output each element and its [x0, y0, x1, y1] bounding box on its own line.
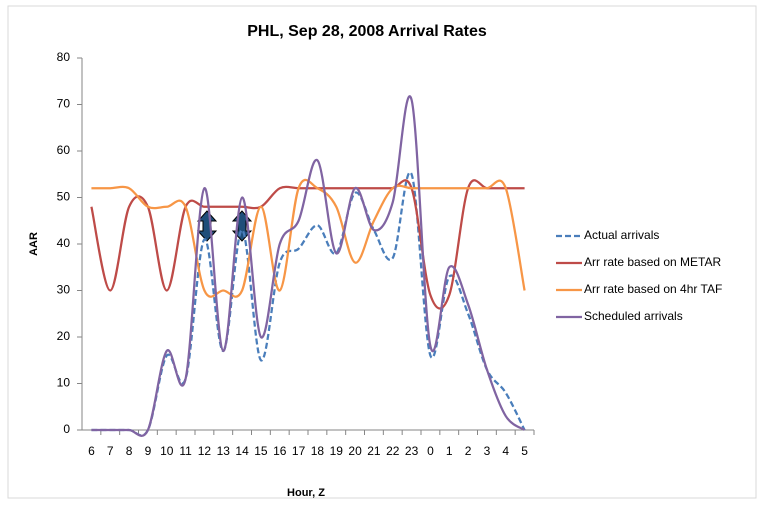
y-tick-label: 70: [57, 97, 71, 111]
y-tick-label: 10: [57, 376, 71, 390]
x-tick-label: 17: [292, 444, 306, 458]
x-tick-label: 22: [386, 444, 400, 458]
x-tick-label: 13: [217, 444, 231, 458]
chart-frame: [7, 5, 757, 499]
x-tick-label: 14: [235, 444, 249, 458]
x-tick-label: 6: [88, 444, 95, 458]
x-tick-label: 15: [254, 444, 268, 458]
series-line: [90, 179, 525, 310]
y-tick-label: 80: [57, 50, 71, 64]
y-tick-label: 20: [57, 329, 71, 343]
x-tick-label: 0: [427, 444, 434, 458]
x-tick-label: 7: [107, 444, 114, 458]
x-tick-label: 10: [160, 444, 174, 458]
legend-label: Scheduled arrivals: [584, 309, 683, 323]
x-tick-label: 1: [446, 444, 453, 458]
y-tick-label: 50: [57, 190, 71, 204]
x-tick-label: 9: [145, 444, 152, 458]
series-line: [91, 178, 526, 298]
x-tick-label: 2: [465, 444, 472, 458]
x-tick-label: 18: [311, 444, 325, 458]
y-tick-label: 60: [57, 143, 71, 157]
x-tick-label: 5: [521, 444, 528, 458]
chart-title: PHL, Sep 28, 2008 Arrival Rates: [247, 23, 487, 40]
series-line: [91, 95, 526, 437]
legend-label: Actual arrivals: [584, 228, 659, 242]
x-tick-label: 21: [367, 444, 381, 458]
legend-label: Arr rate based on METAR: [584, 255, 721, 269]
x-tick-label: 11: [179, 444, 192, 458]
y-tick-label: 0: [63, 422, 70, 436]
x-axis-title: Hour, Z: [287, 487, 325, 499]
y-tick-label: 40: [57, 236, 71, 250]
x-tick-label: 23: [405, 444, 419, 458]
legend-label: Arr rate based on 4hr TAF: [584, 282, 722, 296]
x-tick-label: 3: [484, 444, 491, 458]
x-tick-label: 8: [126, 444, 133, 458]
y-tick-label: 30: [57, 283, 71, 297]
x-tick-label: 4: [502, 444, 509, 458]
x-tick-label: 20: [348, 444, 362, 458]
x-tick-label: 19: [330, 444, 344, 458]
y-axis-title: AAR: [28, 232, 40, 256]
x-tick-label: 16: [273, 444, 287, 458]
x-tick-label: 12: [198, 444, 212, 458]
